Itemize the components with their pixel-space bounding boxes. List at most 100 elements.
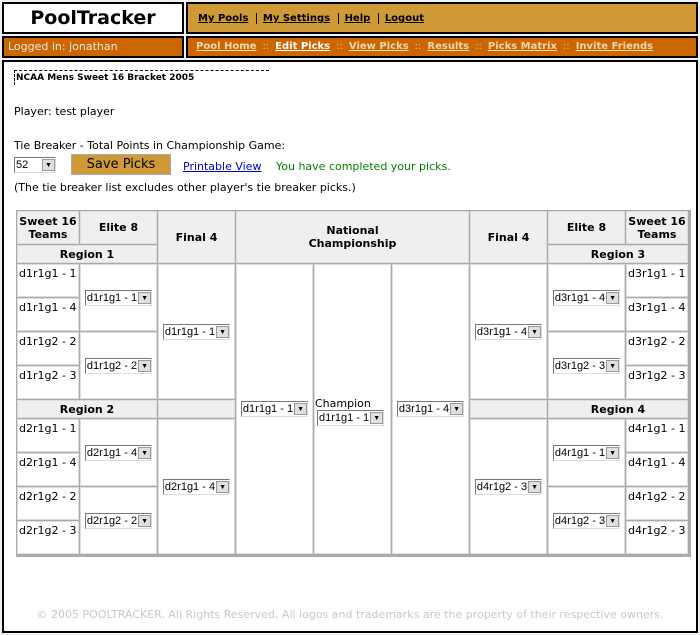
tiebreaker-select[interactable]: 52 ▼ bbox=[14, 157, 56, 173]
chevron-down-icon: ▼ bbox=[138, 514, 152, 527]
nav-invite-friends[interactable]: Invite Friends bbox=[575, 41, 654, 52]
elite8-right: d3r1g2 - 3 ▼ bbox=[548, 332, 625, 399]
elite8-left: d2r1g2 - 2 ▼ bbox=[80, 487, 157, 554]
elite8-left: d1r1g2 - 2 ▼ bbox=[80, 332, 157, 399]
header-sweet16-left: Sweet 16 Teams bbox=[17, 211, 79, 244]
final4-left: d1r1g1 - 1 ▼ bbox=[158, 264, 235, 399]
header-elite8-right: Elite 8 bbox=[548, 211, 625, 244]
team-left: d1r1g1 - 4 bbox=[17, 298, 79, 331]
elite8-right: d4r1g1 - 1 ▼ bbox=[548, 419, 625, 486]
logged-in-text: Logged in: jonathan bbox=[2, 36, 184, 58]
elite8-left-select[interactable]: d2r1g1 - 4 ▼ bbox=[84, 444, 153, 461]
elite8-right: d3r1g1 - 4 ▼ bbox=[548, 264, 625, 331]
main-content: NCAA Mens Sweet 16 Bracket 2005 Player: … bbox=[2, 60, 698, 633]
team-left: d1r1g1 - 1 bbox=[17, 264, 79, 297]
player-label: Player: test player bbox=[14, 105, 115, 118]
header-final4-left: Final 4 bbox=[158, 211, 235, 263]
nav-logout[interactable]: Logout bbox=[384, 13, 424, 24]
status-message: You have completed your picks. bbox=[276, 160, 451, 173]
team-left: d2r1g1 - 1 bbox=[17, 419, 79, 452]
nav-my-pools[interactable]: My Pools bbox=[196, 13, 258, 24]
champion-select[interactable]: d1r1g1 - 1 ▼ bbox=[317, 409, 385, 426]
save-picks-button[interactable]: Save Picks bbox=[71, 154, 171, 175]
final4-right: d3r1g1 - 4 ▼ bbox=[470, 264, 547, 399]
elite8-right-select[interactable]: d3r1g1 - 4 ▼ bbox=[552, 289, 621, 306]
chevron-down-icon: ▼ bbox=[138, 291, 152, 304]
elite8-left: d1r1g1 - 1 ▼ bbox=[80, 264, 157, 331]
chevron-down-icon: ▼ bbox=[216, 325, 230, 338]
top-nav: My Pools My Settings Help Logout bbox=[186, 2, 698, 34]
nav-separator: :: bbox=[262, 41, 270, 52]
nav-separator: :: bbox=[562, 41, 570, 52]
region-4-header: Region 4 bbox=[548, 400, 688, 418]
chevron-down-icon: ▼ bbox=[138, 446, 152, 459]
elite8-right-select[interactable]: d4r1g1 - 1 ▼ bbox=[552, 444, 621, 461]
elite8-right-select[interactable]: d3r1g2 - 3 ▼ bbox=[552, 357, 621, 374]
logo: PoolTracker bbox=[2, 2, 184, 34]
chevron-down-icon: ▼ bbox=[606, 446, 620, 459]
nav-separator: :: bbox=[414, 41, 422, 52]
printable-view-link[interactable]: Printable View bbox=[183, 160, 262, 173]
elite8-left-select[interactable]: d1r1g2 - 2 ▼ bbox=[84, 357, 153, 374]
region-spacer bbox=[158, 400, 235, 418]
region-2-header: Region 2 bbox=[17, 400, 157, 418]
champion-cell: Champion d1r1g1 - 1 ▼ bbox=[314, 264, 391, 554]
finalist-left-select[interactable]: d1r1g1 - 1 ▼ bbox=[240, 401, 309, 417]
finalist-left-cell: d1r1g1 - 1 ▼ bbox=[236, 264, 313, 554]
finalist-right-select[interactable]: d3r1g1 - 4 ▼ bbox=[396, 401, 465, 417]
nav-help[interactable]: Help bbox=[342, 13, 380, 24]
final4-right-select[interactable]: d4r1g2 - 3 ▼ bbox=[474, 478, 543, 495]
finalist-right-cell: d3r1g1 - 4 ▼ bbox=[392, 264, 469, 554]
footer: © 2005 POOLTRACKER. All Rights Reserved.… bbox=[36, 608, 664, 621]
elite8-right: d4r1g2 - 3 ▼ bbox=[548, 487, 625, 554]
elite8-left-select[interactable]: d1r1g1 - 1 ▼ bbox=[84, 289, 153, 306]
header-national-championship: National Championship bbox=[236, 211, 469, 263]
chevron-down-icon: ▼ bbox=[294, 403, 308, 415]
team-right: d4r1g1 - 4 bbox=[626, 453, 688, 486]
elite8-right-select[interactable]: d4r1g2 - 3 ▼ bbox=[552, 512, 621, 529]
final4-right-select[interactable]: d3r1g1 - 4 ▼ bbox=[474, 323, 543, 340]
chevron-down-icon: ▼ bbox=[450, 403, 464, 415]
chevron-down-icon: ▼ bbox=[606, 291, 620, 304]
nav-my-settings[interactable]: My Settings bbox=[260, 13, 340, 24]
nav-pool-home[interactable]: Pool Home bbox=[196, 41, 257, 52]
team-right: d3r1g2 - 2 bbox=[626, 332, 688, 365]
team-right: d3r1g1 - 4 bbox=[626, 298, 688, 331]
team-right: d3r1g1 - 1 bbox=[626, 264, 688, 297]
elite8-left-select[interactable]: d2r1g2 - 2 ▼ bbox=[84, 512, 153, 529]
header-final4-right: Final 4 bbox=[470, 211, 547, 263]
nav-picks-matrix[interactable]: Picks Matrix bbox=[487, 41, 557, 52]
final4-right: d4r1g2 - 3 ▼ bbox=[470, 419, 547, 554]
team-right: d4r1g2 - 3 bbox=[626, 521, 688, 554]
header-sweet16-right: Sweet 16 Teams bbox=[626, 211, 688, 244]
nav-separator: :: bbox=[475, 41, 482, 52]
tiebreaker-note: (The tie breaker list excludes other pla… bbox=[14, 181, 356, 194]
team-left: d1r1g2 - 3 bbox=[17, 366, 79, 399]
team-right: d4r1g2 - 2 bbox=[626, 487, 688, 520]
team-right: d4r1g1 - 1 bbox=[626, 419, 688, 452]
nav-edit-picks[interactable]: Edit Picks bbox=[275, 41, 331, 52]
nav-view-picks[interactable]: View Picks bbox=[348, 41, 409, 52]
chevron-down-icon: ▼ bbox=[42, 159, 55, 171]
team-left: d2r1g1 - 4 bbox=[17, 453, 79, 486]
chevron-down-icon: ▼ bbox=[370, 411, 384, 424]
team-left: d2r1g2 - 2 bbox=[17, 487, 79, 520]
header-elite8-left: Elite 8 bbox=[80, 211, 157, 244]
bracket-title: NCAA Mens Sweet 16 Bracket 2005 bbox=[14, 70, 269, 85]
chevron-down-icon: ▼ bbox=[606, 514, 620, 527]
nav-results[interactable]: Results bbox=[427, 41, 470, 52]
region-1-header: Region 1 bbox=[17, 245, 157, 263]
chevron-down-icon: ▼ bbox=[138, 359, 152, 372]
chevron-down-icon: ▼ bbox=[528, 480, 542, 493]
team-left: d2r1g2 - 3 bbox=[17, 521, 79, 554]
chevron-down-icon: ▼ bbox=[216, 480, 230, 493]
chevron-down-icon: ▼ bbox=[528, 325, 542, 338]
team-left: d1r1g2 - 2 bbox=[17, 332, 79, 365]
final4-left-select[interactable]: d1r1g1 - 1 ▼ bbox=[162, 323, 231, 340]
champion-label: Champion bbox=[315, 396, 371, 410]
region-3-header: Region 3 bbox=[548, 245, 688, 263]
final4-left-select[interactable]: d2r1g1 - 4 ▼ bbox=[162, 478, 231, 495]
elite8-left: d2r1g1 - 4 ▼ bbox=[80, 419, 157, 486]
region-spacer bbox=[470, 400, 547, 418]
final4-left: d2r1g1 - 4 ▼ bbox=[158, 419, 235, 554]
